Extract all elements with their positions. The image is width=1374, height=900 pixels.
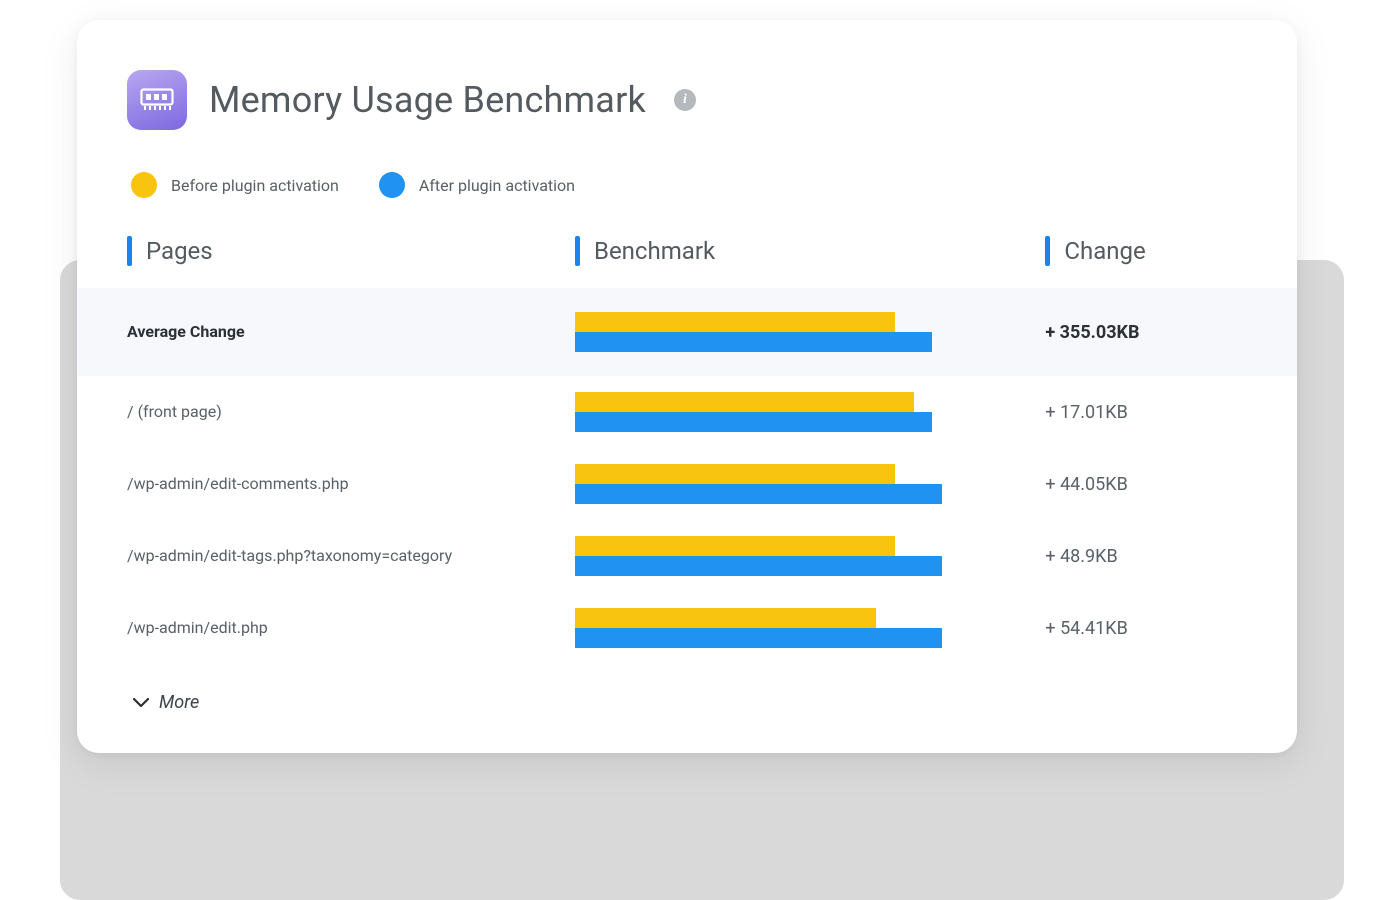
col-header-pages-label: Pages xyxy=(146,237,213,265)
col-accent xyxy=(1045,236,1050,266)
change-label: + 17.01KB xyxy=(1045,402,1247,423)
benchmark-bars xyxy=(575,608,1045,648)
legend-before: Before plugin activation xyxy=(131,172,339,198)
page-label: /wp-admin/edit-tags.php?taxonomy=categor… xyxy=(127,543,575,569)
change-label: + 48.9KB xyxy=(1045,546,1247,567)
change-label: + 54.41KB xyxy=(1045,618,1247,639)
benchmark-card: Memory Usage Benchmark i Before plugin a… xyxy=(77,20,1297,753)
bar-after xyxy=(575,628,942,648)
bar-after xyxy=(575,484,942,504)
col-accent xyxy=(127,236,132,266)
legend-after-dot xyxy=(379,172,405,198)
legend-before-label: Before plugin activation xyxy=(171,176,339,195)
bar-before xyxy=(575,392,914,412)
page-label: / (front page) xyxy=(127,399,575,425)
col-header-change: Change xyxy=(1045,236,1247,266)
columns-header: Pages Benchmark Change xyxy=(127,236,1247,266)
change-label: + 44.05KB xyxy=(1045,474,1247,495)
bar-after xyxy=(575,332,932,352)
table-row: /wp-admin/edit-tags.php?taxonomy=categor… xyxy=(127,520,1247,592)
page-label: /wp-admin/edit-comments.php xyxy=(127,471,575,497)
legend-before-dot xyxy=(131,172,157,198)
bar-after xyxy=(575,412,932,432)
col-header-benchmark-label: Benchmark xyxy=(594,237,715,265)
col-header-pages: Pages xyxy=(127,236,575,266)
page-label: Average Change xyxy=(127,319,575,345)
legend: Before plugin activation After plugin ac… xyxy=(127,172,1247,198)
memory-icon xyxy=(127,70,187,130)
more-button[interactable]: More xyxy=(127,692,1247,713)
col-header-benchmark: Benchmark xyxy=(575,236,1045,266)
table-row: /wp-admin/edit-comments.php + 44.05KB xyxy=(127,448,1247,520)
bar-before xyxy=(575,608,876,628)
bar-before xyxy=(575,464,895,484)
card-header: Memory Usage Benchmark i xyxy=(127,70,1247,130)
bar-before xyxy=(575,312,895,332)
table-row: / (front page) + 17.01KB xyxy=(127,376,1247,448)
benchmark-rows: Average Change + 355.03KB / (front page) + … xyxy=(127,288,1247,664)
col-accent xyxy=(575,236,580,266)
legend-after-label: After plugin activation xyxy=(419,176,575,195)
table-row: Average Change + 355.03KB xyxy=(77,288,1297,376)
benchmark-bars xyxy=(575,464,1045,504)
legend-after: After plugin activation xyxy=(379,172,575,198)
bar-before xyxy=(575,536,895,556)
info-icon[interactable]: i xyxy=(674,89,696,111)
benchmark-bars xyxy=(575,392,1045,432)
bar-after xyxy=(575,556,942,576)
page-label: /wp-admin/edit.php xyxy=(127,615,575,641)
change-label: + 355.03KB xyxy=(1045,322,1247,343)
chevron-down-icon xyxy=(133,692,149,713)
col-header-change-label: Change xyxy=(1064,237,1145,265)
table-row: /wp-admin/edit.php + 54.41KB xyxy=(127,592,1247,664)
benchmark-bars xyxy=(575,536,1045,576)
more-label: More xyxy=(159,692,199,713)
card-title: Memory Usage Benchmark xyxy=(209,79,646,121)
benchmark-bars xyxy=(575,312,1045,352)
